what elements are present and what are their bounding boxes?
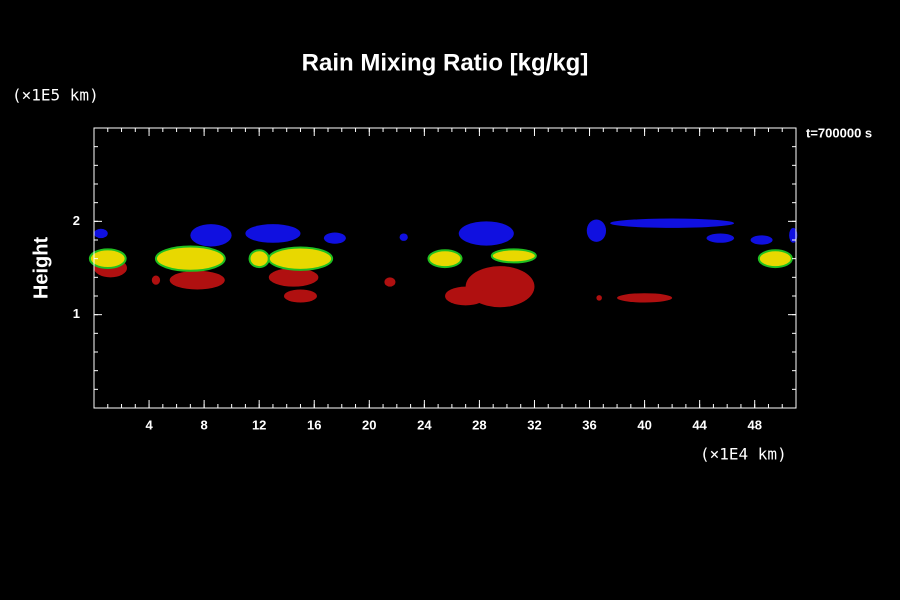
x-tick-label: 32 [527,417,541,432]
rain-region [267,246,334,271]
rain-region [490,248,537,264]
chart-title: Rain Mixing Ratio [kg/kg] [302,49,589,76]
x-tick-label: 28 [472,417,486,432]
rain-region [399,233,408,241]
x-tick-label: 40 [637,417,651,432]
x-tick-label: 20 [362,417,376,432]
rain-region [586,219,607,242]
annotation: t=700000 s [806,125,872,140]
y-tick-label: 2 [73,213,80,228]
rain-region [190,224,232,247]
rain-region [750,235,773,245]
x-unit: (×1E4 km) [700,445,787,464]
rain-region [94,228,108,239]
rain-region [154,245,226,272]
x-tick-label: 44 [692,417,707,432]
rain-region [245,224,301,243]
x-tick-label: 12 [252,417,266,432]
rain-region [445,286,487,306]
y-unit: (×1E5 km) [12,86,99,105]
rain-region [283,289,317,303]
x-tick-label: 4 [145,417,153,432]
rain-region [268,268,319,287]
rain-region [88,248,127,269]
x-tick-label: 36 [582,417,596,432]
x-tick-label: 24 [417,417,432,432]
rain-region [706,233,735,243]
rain-region [169,270,225,290]
rain-region [610,218,735,228]
rain-region [757,249,793,269]
rain-region [617,293,673,303]
rain-region [151,275,161,285]
rain-region [248,249,270,269]
rain-region [458,221,514,246]
rain-region [427,249,463,269]
rain-region [323,232,346,244]
rain-region [384,277,396,287]
plot-frame [93,127,797,409]
rain-region [789,227,798,243]
y-axis-label: Height [30,237,52,300]
rain-region [596,295,602,301]
x-tick-label: 8 [201,417,208,432]
x-tick-label: 48 [747,417,761,432]
y-tick-label: 1 [73,306,80,321]
x-tick-label: 16 [307,417,321,432]
